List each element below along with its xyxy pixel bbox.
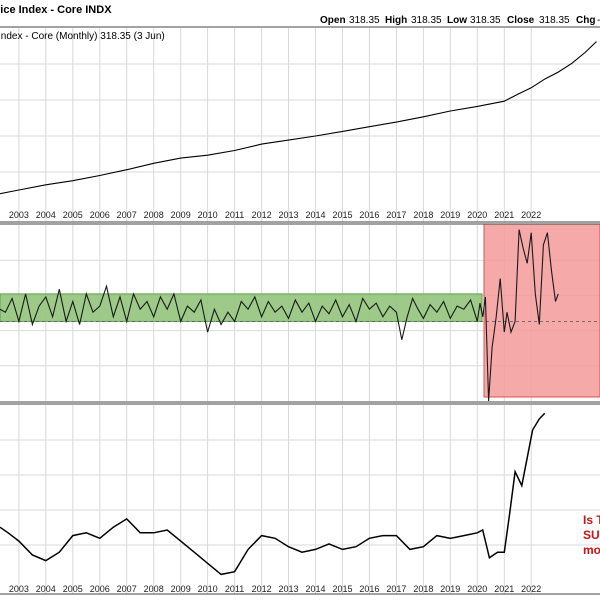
x-tick-label: 2020	[467, 210, 487, 220]
x-tick-label: 2019	[440, 210, 460, 220]
x-tick-label: 2007	[117, 210, 137, 220]
x-tick-label: 2014	[305, 210, 325, 220]
normal-range-band	[0, 293, 483, 322]
ohlc-high-value: 318.35	[411, 15, 442, 26]
x-tick-label: 2005	[63, 584, 83, 594]
monthly-change-panel-frame	[0, 223, 600, 403]
x-tick-label: 2018	[413, 584, 433, 594]
x-tick-label: 2020	[467, 584, 487, 594]
x-tick-label: 2011	[225, 584, 244, 594]
ohlc-chg-value: -	[597, 15, 600, 26]
x-tick-label: 2018	[413, 210, 433, 220]
x-tick-label: 2004	[36, 210, 56, 220]
x-tick-label: 2010	[198, 584, 218, 594]
x-tick-label: 2009	[171, 210, 191, 220]
ohlc-low-label: Low	[447, 15, 467, 26]
annotation-line-1: Is T	[583, 513, 600, 527]
x-tick-label: 2003	[9, 584, 29, 594]
x-tick-label: 2006	[90, 210, 110, 220]
price-legend: Index - Core (Monthly) 318.35 (3 Jun)	[0, 31, 165, 42]
annotation-line-3: mov	[583, 543, 600, 557]
ohlc-high-label: High	[385, 15, 407, 26]
monthly-change-series-line	[0, 229, 559, 402]
year-over-year-panel-frame	[0, 403, 600, 595]
x-tick-label: 2012	[252, 210, 272, 220]
price-panel-x-ticks: 2003 2004 2005 2006 2007 2008 2009 2010 2011 2012…	[9, 210, 541, 220]
year-over-year-panel-x-ticks: 2003 2004 2005 2006 2007 2008 2009 2010 2011 2012…	[9, 584, 541, 594]
ohlc-close-label: Close	[507, 15, 535, 26]
chart-title: rice Index - Core INDX	[0, 4, 112, 16]
x-tick-label: 2008	[144, 210, 164, 220]
x-tick-label: 2017	[386, 210, 406, 220]
x-tick-label: 2013	[278, 584, 298, 594]
x-tick-label: 2017	[386, 584, 406, 594]
x-tick-label: 2022	[521, 210, 541, 220]
x-tick-label: 2021	[494, 584, 514, 594]
year-over-year-panel-grid	[0, 405, 600, 594]
price-panel-frame	[0, 26, 600, 223]
ohlc-open-value: 318.35	[349, 15, 380, 26]
x-tick-label: 2004	[36, 584, 56, 594]
x-tick-label: 2022	[521, 584, 541, 594]
x-tick-label: 2015	[332, 584, 352, 594]
x-tick-label: 2015	[332, 210, 352, 220]
annotation-line-2: SUS	[583, 528, 600, 542]
price-panel-grid	[0, 28, 600, 222]
x-tick-label: 2009	[171, 584, 191, 594]
ohlc-chg-label: Chg	[576, 15, 595, 26]
x-tick-label: 2006	[90, 584, 110, 594]
x-tick-label: 2005	[63, 210, 83, 220]
x-tick-label: 2010	[198, 210, 218, 220]
x-tick-label: 2019	[440, 584, 460, 594]
ohlc-open-label: Open	[320, 15, 346, 26]
x-tick-label: 2016	[359, 584, 379, 594]
shaded-region	[483, 223, 600, 398]
year-over-year-series-line	[0, 412, 546, 576]
ohlc-low-value: 318.35	[470, 15, 501, 26]
x-tick-label: 2011	[225, 210, 244, 220]
x-tick-label: 2012	[252, 584, 272, 594]
ohlc-close-value: 318.35	[539, 15, 570, 26]
ohlc-readout: Open 318.35 High 318.35 Low 318.35 Close…	[320, 15, 600, 26]
x-tick-label: 2008	[144, 584, 164, 594]
x-tick-label: 2003	[9, 210, 29, 220]
x-tick-label: 2016	[359, 210, 379, 220]
x-tick-label: 2013	[278, 210, 298, 220]
x-tick-label: 2014	[305, 584, 325, 594]
x-tick-label: 2007	[117, 584, 137, 594]
price-series-line	[0, 41, 597, 195]
x-tick-label: 2021	[494, 210, 514, 220]
